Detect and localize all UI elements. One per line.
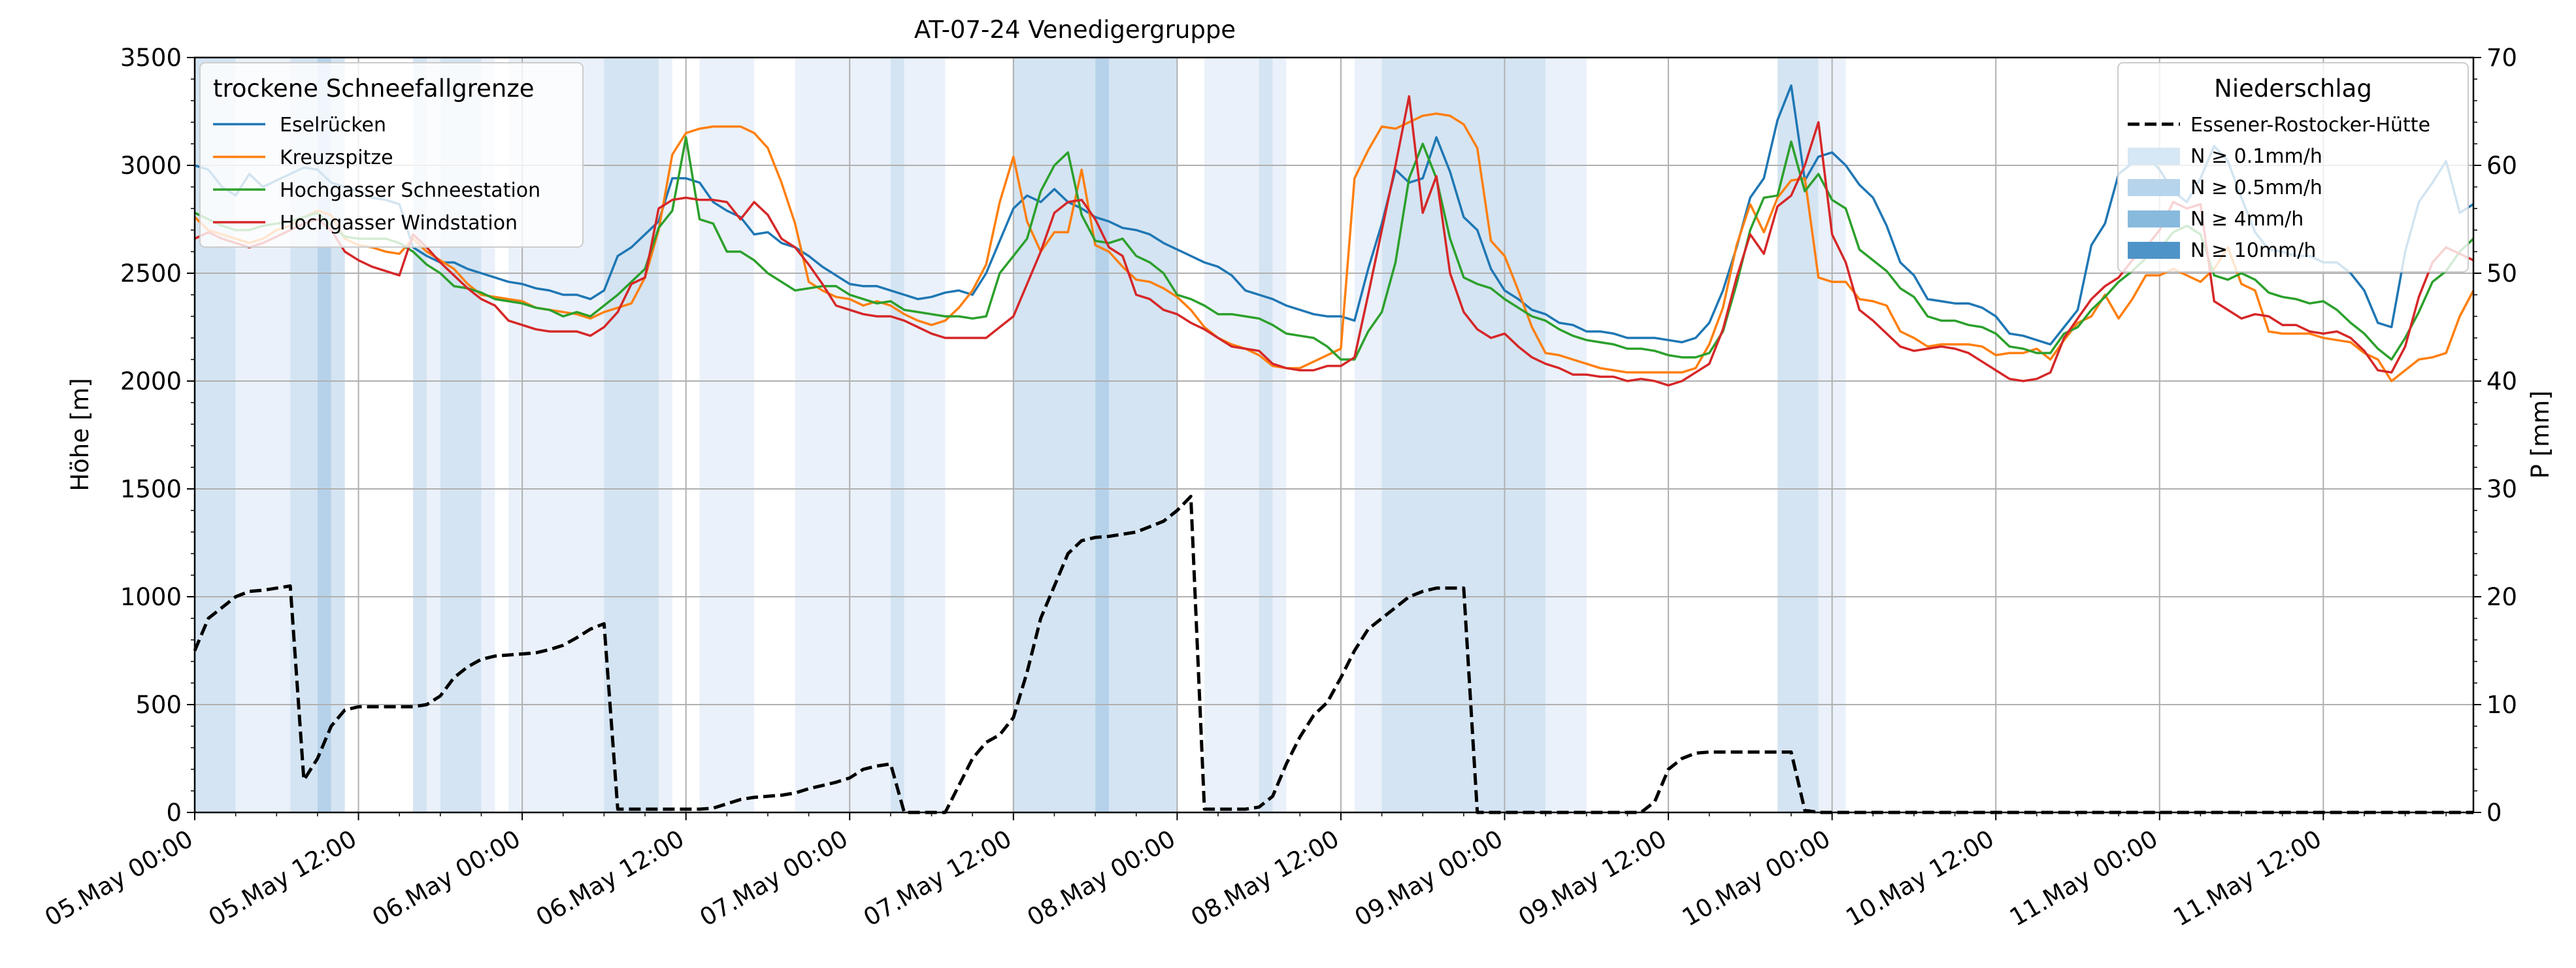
precip-band [795,58,891,812]
legend-label: N ≥ 0.5mm/h [2190,176,2322,199]
legend-label: Kreuzspitze [280,146,393,169]
precip-band [1545,58,1587,812]
precip-band [604,58,659,812]
legend-swatch-4 [2128,242,2180,259]
chart-title: AT-07-24 Venedigergruppe [914,16,1236,44]
plot-frame [193,56,2475,814]
legend-label: Eselrücken [280,114,386,137]
legend-precipitation-box [2117,62,2469,273]
legend-snowline-box [199,62,584,248]
y-tick-label-right: 10 [2486,691,2517,719]
legend-label: Hochgasser Schneestation [280,179,540,202]
precip-band [1204,58,1259,812]
y-tick-label-left: 500 [135,691,182,719]
y-tick-label-left: 3500 [120,44,182,72]
series-line-hochgasser-schneestation [194,136,2475,361]
precip-band [890,58,904,812]
precip-band [1381,58,1546,812]
y-axis-label-right: P [mm] [2526,390,2554,478]
legend-swatch-1 [2128,148,2180,165]
y-tick-label-right: 0 [2486,799,2502,827]
y-tick-label-right: 20 [2486,583,2517,611]
precip-band [1272,58,1287,812]
y-tick-label-left: 2500 [120,259,182,288]
legend-label: N ≥ 0.1mm/h [2190,145,2322,168]
y-tick-label-left: 1500 [120,475,182,503]
y-axis-label-left: Höhe [m] [66,378,94,491]
legend-swatch-2 [2128,179,2180,196]
legend-label: N ≥ 4mm/h [2190,208,2304,231]
precip-band [658,58,672,812]
precip-band [1354,58,1382,812]
precip-band [1108,58,1178,812]
legend-label: N ≥ 10mm/h [2190,239,2316,262]
y-tick-label-left: 2000 [120,367,182,395]
legend-swatch-3 [2128,210,2180,227]
y-tick-label-right: 60 [2486,152,2517,180]
precip-band [699,58,755,812]
legend-label: Essener-Rostocker-Hütte [2190,114,2430,137]
precip-band [1013,58,1096,812]
legend-snowline: trockene Schneefallgrenze Eselrücken Kreu… [199,62,584,248]
legend-precipitation: Niederschlag Essener-Rostocker-Hütte N ≥ … [2117,62,2469,273]
y-tick-label-left: 3000 [120,152,182,180]
y-tick-label-left: 1000 [120,583,182,611]
series-line-eselr-cken [194,84,2474,346]
precip-band [904,58,946,812]
y-tick-label-right: 30 [2486,475,2517,503]
legend-label: Hochgasser Windstation [280,212,518,235]
legend-precipitation-title: Niederschlag [2214,75,2372,103]
legend-snowline-title: trockene Schneefallgrenze [213,75,535,103]
y-tick-label-right: 40 [2486,367,2517,395]
y-tick-label-right: 70 [2486,44,2517,72]
precip-band [1259,58,1273,812]
precip-band [1095,58,1109,812]
y-tick-label-right: 50 [2486,259,2517,288]
series-line-hochgasser-windstation [194,95,2474,387]
y-tick-label-left: 0 [166,799,182,827]
